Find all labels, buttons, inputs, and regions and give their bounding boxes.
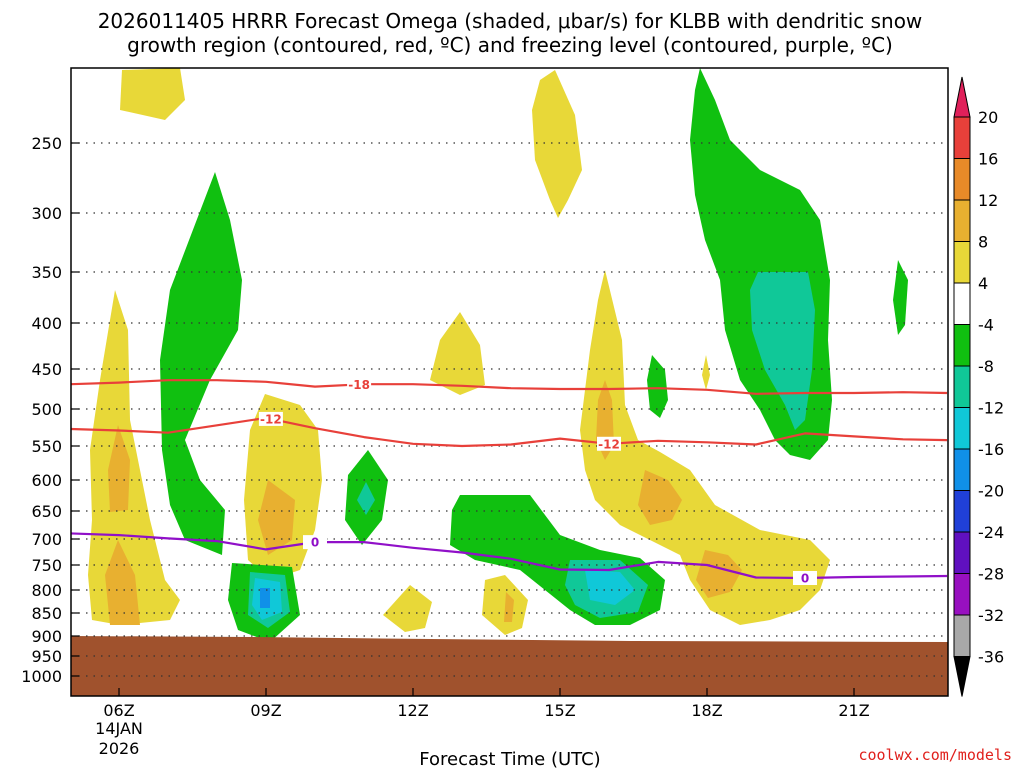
- omega-region-yellow: [580, 270, 830, 625]
- omega-region-cyan: [585, 570, 635, 605]
- pressure-axis: 250 300 350 400 450 500 550 600 650 700 750 800 850 9…: [21, 134, 79, 686]
- colorbar-level-label: -4: [978, 316, 994, 335]
- colorbar-swatch: [953, 531, 971, 574]
- omega-region-teal: [750, 272, 815, 430]
- colorbar-swatch: [953, 614, 971, 657]
- colorbar-swatch: [953, 490, 971, 533]
- omega-region-orange: [105, 540, 140, 625]
- y-tick-label: 450: [31, 360, 62, 379]
- x-tick-label: 21Z: [838, 701, 869, 720]
- omega-region-green: [893, 260, 908, 335]
- plot-frame: [70, 67, 949, 697]
- y-tick-label: 350: [31, 263, 62, 282]
- contour-label-bg: [597, 436, 621, 451]
- contour-label: 0: [801, 572, 809, 586]
- colorbar-top-arrow: [953, 76, 971, 118]
- contour-label-bg: [303, 535, 327, 550]
- x-tick-label: 06Z: [103, 701, 134, 720]
- date-label: 14JAN: [95, 719, 143, 738]
- contour-label: 0: [311, 536, 319, 550]
- y-tick-label: 600: [31, 471, 62, 490]
- y-tick-label: 250: [31, 134, 62, 153]
- contour-dendritic-12: [71, 416, 948, 448]
- time-axis: 06Z 09Z 12Z 15Z 18Z 21Z: [103, 688, 870, 720]
- omega-region-yellow: [430, 312, 485, 395]
- contour-label: -18: [348, 378, 370, 392]
- omega-region-orange: [696, 550, 742, 598]
- colorbar-swatch: [953, 365, 971, 408]
- colorbar-level-label: -28: [978, 565, 1004, 584]
- contour-lines: -18 -12 -12 0 0: [71, 377, 948, 586]
- colorbar-level-label: 4: [978, 274, 988, 293]
- ground-fill: [71, 636, 948, 696]
- contour-label-bg: [347, 377, 372, 392]
- colorbar-swatch: [953, 199, 971, 242]
- colorbar-level-label: 8: [978, 233, 988, 252]
- year-label: 2026: [99, 739, 140, 758]
- y-tick-label: 850: [31, 604, 62, 623]
- chart-title-line-2: growth region (contoured, red, ºC) and f…: [127, 33, 893, 57]
- chart-title-line-1: 2026011405 HRRR Forecast Omega (shaded, …: [98, 9, 923, 33]
- colorbar-level-label: 16: [978, 150, 998, 169]
- colorbar-level-label: -32: [978, 606, 1004, 625]
- y-tick-label: 900: [31, 627, 62, 646]
- x-tick-label: 12Z: [397, 701, 428, 720]
- omega-region-yellow: [702, 355, 710, 390]
- y-tick-label: 300: [31, 204, 62, 223]
- colorbar-level-label: 20: [978, 108, 998, 127]
- contour-label-bg: [793, 571, 817, 585]
- y-tick-label: 700: [31, 530, 62, 549]
- colorbar-level-label: -20: [978, 482, 1004, 501]
- colorbar-swatch: [953, 407, 971, 450]
- y-tick-label: 650: [31, 502, 62, 521]
- y-tick-label: 800: [31, 581, 62, 600]
- omega-region-green: [160, 172, 242, 555]
- x-tick-label: 09Z: [250, 701, 281, 720]
- y-tick-label: 750: [31, 556, 62, 575]
- colorbar-level-label: -24: [978, 523, 1004, 542]
- colorbar-level-label: -36: [978, 648, 1004, 667]
- y-tick-label: 550: [31, 437, 62, 456]
- omega-region-orange: [504, 592, 514, 622]
- omega-region-yellow: [88, 290, 180, 625]
- colorbar-level-label: -12: [978, 399, 1004, 418]
- omega-region-orange: [258, 480, 295, 555]
- x-tick-label: 15Z: [544, 701, 575, 720]
- colorbar-swatch: [953, 241, 971, 284]
- colorbar-level-label: -16: [978, 440, 1004, 459]
- colorbar-swatch: [953, 282, 971, 325]
- omega-region-yellow: [532, 70, 582, 218]
- omega-region-blue: [260, 588, 270, 608]
- ground-below-surface: [71, 636, 948, 696]
- y-tick-label: 500: [31, 400, 62, 419]
- contour-dendritic-18: [71, 379, 948, 395]
- omega-region-yellow: [383, 585, 432, 632]
- omega-region-yellow: [120, 68, 185, 120]
- colorbar-swatch: [953, 573, 971, 616]
- contour-label-bg: [258, 411, 283, 426]
- omega-shading: [88, 68, 908, 642]
- omega-region-green: [647, 355, 668, 418]
- site-credit: coolwx.com/models: [858, 746, 1012, 764]
- colorbar-level-label: -8: [978, 357, 994, 376]
- x-axis-label: Forecast Time (UTC): [419, 749, 600, 768]
- omega-colorbar: 20 16 12 8 4 -4 -8 -12 -16 -20 -24 -28 -32 -36: [953, 76, 1004, 697]
- colorbar-swatch: [953, 448, 971, 491]
- x-tick-label: 18Z: [691, 701, 722, 720]
- colorbar-bottom-arrow: [953, 656, 971, 697]
- y-tick-label: 950: [31, 647, 62, 666]
- y-tick-label: 1000: [21, 667, 62, 686]
- omega-region-orange: [108, 425, 130, 512]
- colorbar-swatch: [953, 324, 971, 367]
- colorbar-swatch: [953, 158, 971, 201]
- omega-region-teal: [357, 482, 375, 515]
- colorbar-level-label: 12: [978, 191, 998, 210]
- omega-region-yellow: [482, 575, 528, 635]
- plot-area: -18 -12 -12 0 0: [71, 68, 948, 696]
- colorbar-swatch: [953, 116, 971, 159]
- contour-label: -12: [260, 412, 282, 426]
- y-tick-label: 400: [31, 314, 62, 333]
- contour-label: -12: [598, 437, 620, 451]
